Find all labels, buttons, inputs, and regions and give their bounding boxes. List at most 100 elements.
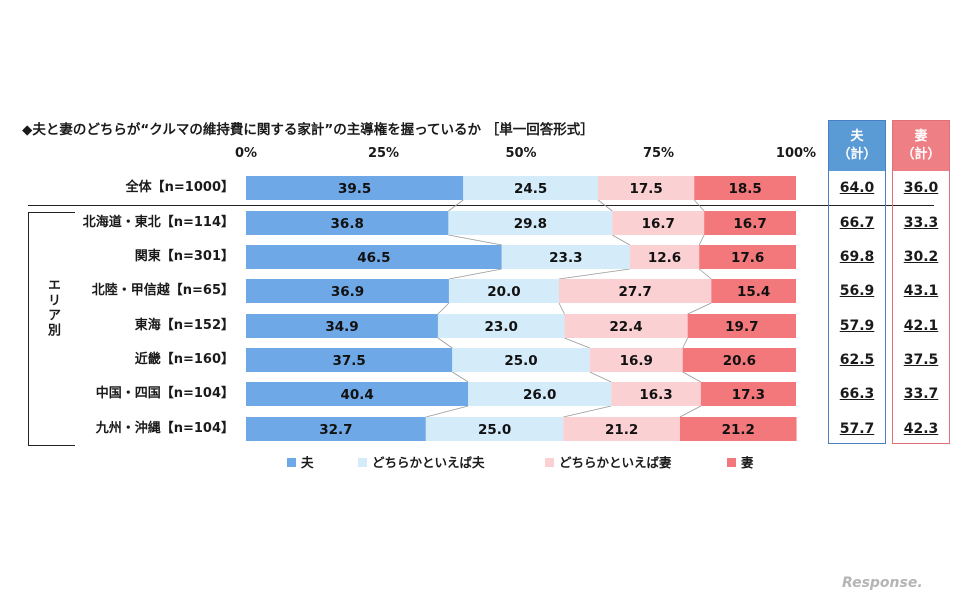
bar-data-label: 21.2 bbox=[605, 422, 638, 438]
svg-text:Response.: Response. bbox=[842, 575, 923, 591]
connector-line bbox=[437, 302, 450, 315]
legend-label: 夫 bbox=[301, 455, 314, 470]
bar-data-label: 36.9 bbox=[331, 284, 364, 300]
connector-line bbox=[698, 234, 705, 246]
connector-line bbox=[425, 405, 469, 418]
husband-total-value: 64.0 bbox=[839, 180, 875, 196]
bar-segment bbox=[501, 245, 630, 269]
row-label: 北海道・東北【n=114】 bbox=[82, 215, 234, 230]
row-label: 中国・四国【n=104】 bbox=[95, 386, 234, 401]
legend-label: どちらかといえば夫 bbox=[372, 455, 485, 470]
area-bracket bbox=[28, 212, 75, 446]
connector-line bbox=[448, 234, 502, 246]
connector-line bbox=[563, 405, 612, 418]
husband-total-value: 56.9 bbox=[839, 283, 875, 299]
x-tick-label: 50% bbox=[505, 146, 537, 161]
bar-data-label: 16.7 bbox=[733, 216, 766, 232]
wife-total-value: 36.0 bbox=[903, 180, 939, 196]
husband-total-panel: 夫 （計） bbox=[828, 120, 886, 444]
bar-data-label: 26.0 bbox=[523, 387, 556, 403]
connector-line bbox=[448, 268, 502, 280]
legend-label: 妻 bbox=[741, 455, 754, 470]
bar-data-label: 29.8 bbox=[514, 216, 547, 232]
legend-swatch bbox=[727, 458, 736, 467]
bar-segment bbox=[629, 245, 700, 269]
wife-total-panel: 妻 （計） bbox=[892, 120, 950, 444]
bar-segment bbox=[704, 211, 796, 235]
bar-segment bbox=[564, 314, 688, 338]
chart-title: ◆夫と妻のどちらが“クルマの維持費に関する家計”の主導権を握っているか ［単一回… bbox=[22, 122, 594, 138]
legend-item: どちらかといえば妻 bbox=[545, 454, 672, 472]
bar-data-label: 25.0 bbox=[478, 422, 511, 438]
bar-data-label: 19.7 bbox=[725, 319, 758, 335]
bar-data-label: 20.6 bbox=[723, 353, 756, 369]
bar-data-label: 18.5 bbox=[728, 181, 761, 197]
connector-line bbox=[682, 337, 689, 349]
wife-total-value: 43.1 bbox=[903, 283, 939, 299]
bar-segment bbox=[463, 176, 598, 200]
bar-data-label: 12.6 bbox=[648, 250, 681, 266]
bar-segment bbox=[246, 314, 438, 338]
wife-total-title: 妻 bbox=[914, 129, 928, 144]
bar-data-label: 34.9 bbox=[325, 319, 358, 335]
connector-line bbox=[687, 302, 712, 315]
connector-line bbox=[448, 199, 464, 212]
bar-segment bbox=[612, 211, 705, 235]
legend-item: 夫 bbox=[287, 454, 314, 472]
row-label: 関東【n=301】 bbox=[134, 249, 234, 264]
wife-total-subtitle: （計） bbox=[901, 147, 941, 162]
bar-segment bbox=[246, 176, 464, 200]
legend-swatch bbox=[287, 458, 296, 467]
husband-total-value: 66.3 bbox=[839, 386, 875, 402]
x-tick-label: 0% bbox=[234, 146, 258, 161]
bar-data-label: 17.6 bbox=[731, 250, 764, 266]
husband-total-title: 夫 bbox=[850, 129, 864, 144]
x-tick-label: 25% bbox=[367, 146, 400, 161]
bar-segment bbox=[425, 417, 564, 441]
bar-segment bbox=[448, 211, 613, 235]
husband-total-header: 夫 （計） bbox=[829, 121, 885, 171]
bar-segment bbox=[694, 176, 796, 200]
wife-total-value: 42.1 bbox=[903, 318, 939, 334]
bar-data-label: 16.7 bbox=[642, 216, 675, 232]
bar-segment bbox=[246, 417, 426, 441]
connector-line bbox=[612, 234, 631, 246]
bar-segment bbox=[598, 176, 695, 200]
wife-total-value: 42.3 bbox=[903, 421, 939, 437]
bar-data-label: 23.3 bbox=[549, 250, 582, 266]
legend-item: 妻 bbox=[727, 454, 754, 472]
legend: 夫 どちらかといえば夫 どちらかといえば妻 妻 bbox=[0, 454, 968, 474]
bar-segment bbox=[246, 382, 469, 406]
bar-data-label: 17.3 bbox=[732, 387, 765, 403]
wife-total-header: 妻 （計） bbox=[893, 121, 949, 171]
husband-total-value: 62.5 bbox=[839, 352, 875, 368]
connector-line bbox=[589, 371, 612, 383]
connector-line bbox=[437, 337, 453, 349]
wife-total-value: 33.7 bbox=[903, 386, 939, 402]
wife-total-value: 37.5 bbox=[903, 352, 939, 368]
bar-data-label: 21.2 bbox=[722, 422, 755, 438]
total-separator-line bbox=[28, 205, 934, 206]
area-label: エリア別 bbox=[45, 278, 60, 338]
husband-total-value: 69.8 bbox=[839, 249, 875, 265]
bar-data-label: 16.3 bbox=[639, 387, 672, 403]
bar-data-label: 24.5 bbox=[514, 181, 547, 197]
husband-total-value: 57.9 bbox=[839, 318, 875, 334]
bar-data-label: 15.4 bbox=[737, 284, 770, 300]
bar-segment bbox=[589, 348, 683, 372]
bar-data-label: 20.0 bbox=[487, 284, 520, 300]
connector-line bbox=[682, 371, 702, 383]
bar-data-label: 16.9 bbox=[620, 353, 653, 369]
bar-segment bbox=[563, 417, 680, 441]
row-label: 北陸・甲信越【n=65】 bbox=[91, 283, 234, 298]
connector-line bbox=[693, 199, 705, 212]
bar-data-label: 22.4 bbox=[609, 319, 642, 335]
connector-line bbox=[679, 405, 702, 418]
bar-data-label: 39.5 bbox=[338, 181, 371, 197]
bar-segment bbox=[611, 382, 701, 406]
legend-swatch bbox=[358, 458, 367, 467]
row-label: 東海【n=152】 bbox=[134, 318, 234, 333]
husband-total-subtitle: （計） bbox=[837, 147, 877, 162]
bar-data-label: 46.5 bbox=[357, 250, 390, 266]
